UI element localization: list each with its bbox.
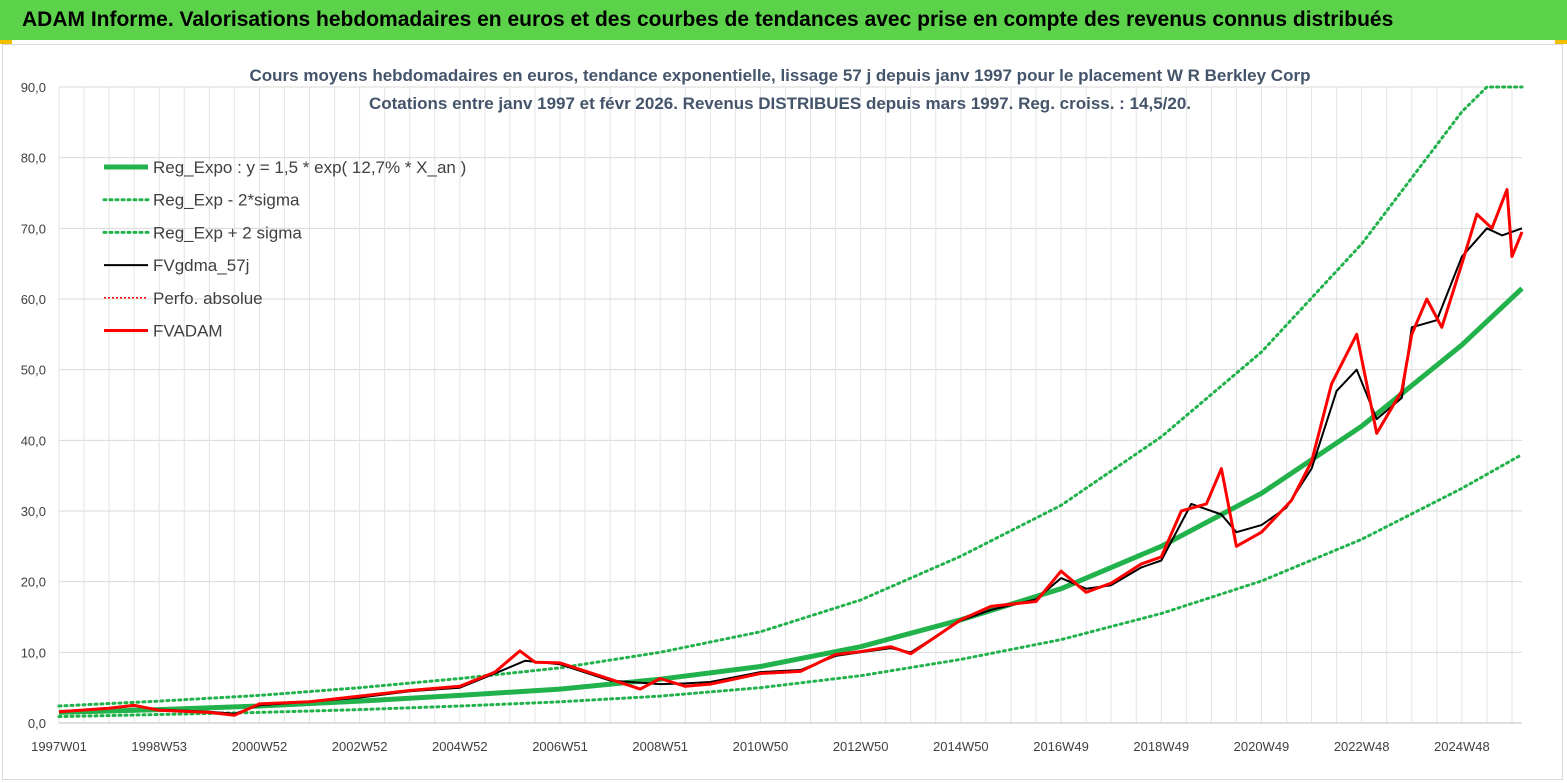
corner-mark-left <box>0 40 12 44</box>
y-tick-label: 50,0 <box>21 363 46 378</box>
x-tick-label: 2020W49 <box>1234 739 1290 754</box>
y-tick-label: 80,0 <box>21 151 46 166</box>
series-line-0 <box>58 286 1524 715</box>
legend-label: Perfo. absolue <box>153 289 263 308</box>
x-tick-label: 2016W49 <box>1033 739 1089 754</box>
legend: Reg_Expo : y = 1,5 * exp( 12,7% * X_an )… <box>102 158 466 341</box>
legend-label: FVADAM <box>153 322 223 341</box>
chart-title: Cours moyens hebdomadaires en euros, ten… <box>250 66 1311 85</box>
y-tick-label: 30,0 <box>21 504 46 519</box>
axis-labels: 0,0 10,0 20,0 30,0 40,0 50,0 60,0 70,0 80,0 90,0 1… <box>21 80 1490 754</box>
legend-label: Reg_Expo : y = 1,5 * exp( 12,7% * X_an ) <box>153 158 466 177</box>
series-lines <box>57 85 1524 719</box>
x-tick-label: 2010W50 <box>733 739 789 754</box>
chart-subtitle: Cotations entre janv 1997 et févr 2026. … <box>369 94 1191 113</box>
corner-mark-right <box>1555 40 1567 44</box>
y-tick-label: 0,0 <box>28 716 46 731</box>
x-tick-label: 2000W52 <box>232 739 288 754</box>
x-tick-label: 2018W49 <box>1133 739 1189 754</box>
legend-label: Reg_Exp - 2*sigma <box>153 191 300 210</box>
banner-title: ADAM Informe. Valorisations hebdomadaire… <box>22 8 1394 31</box>
report-banner: ADAM Informe. Valorisations hebdomadaire… <box>0 0 1567 40</box>
x-tick-label: 2022W48 <box>1334 739 1390 754</box>
x-tick-label: 1997W01 <box>31 739 87 754</box>
y-tick-label: 20,0 <box>21 575 46 590</box>
x-tick-label: 2024W48 <box>1434 739 1490 754</box>
x-tick-label: 2002W52 <box>332 739 388 754</box>
y-tick-label: 60,0 <box>21 292 46 307</box>
series-line-5 <box>58 188 1524 717</box>
series-line-2 <box>57 85 1524 708</box>
y-tick-label: 10,0 <box>21 645 46 660</box>
y-tick-label: 70,0 <box>21 221 46 236</box>
chart-frame <box>2 44 1563 780</box>
x-tick-label: 2006W51 <box>532 739 588 754</box>
y-tick-label: 90,0 <box>21 80 46 95</box>
y-tick-label: 40,0 <box>21 433 46 448</box>
legend-label: Reg_Exp + 2 sigma <box>153 223 302 242</box>
x-tick-label: 1998W53 <box>131 739 187 754</box>
x-tick-label: 2008W51 <box>632 739 688 754</box>
x-tick-label: 2004W52 <box>432 739 488 754</box>
x-tick-label: 2014W50 <box>933 739 989 754</box>
gridlines <box>58 86 1522 724</box>
series-line-1 <box>57 453 1524 719</box>
series-line-3 <box>58 227 1523 715</box>
x-tick-label: 2012W50 <box>833 739 889 754</box>
legend-label: FVgdma_57j <box>153 256 249 275</box>
